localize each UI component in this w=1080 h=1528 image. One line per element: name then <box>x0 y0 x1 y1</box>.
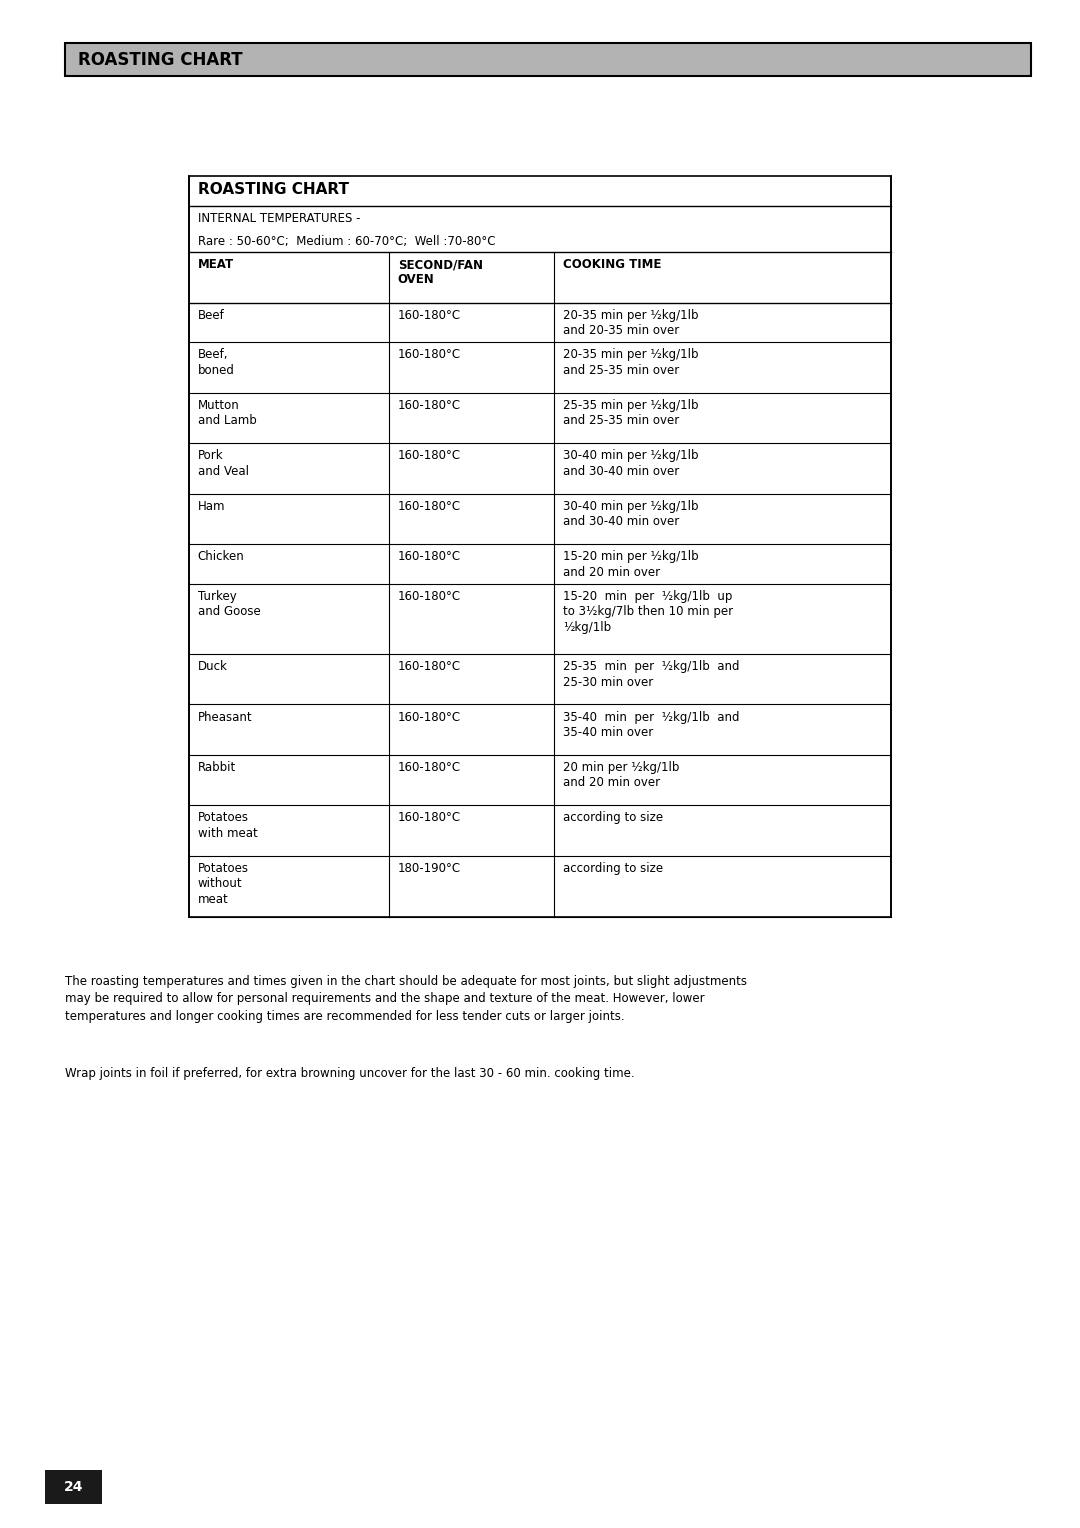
Text: 30-40 min per ½kg/1lb
and 30-40 min over: 30-40 min per ½kg/1lb and 30-40 min over <box>563 500 698 529</box>
Text: according to size: according to size <box>563 862 663 876</box>
Text: 160-180°C: 160-180°C <box>397 711 461 724</box>
Text: ROASTING CHART: ROASTING CHART <box>78 50 242 69</box>
Text: 160-180°C: 160-180°C <box>397 348 461 362</box>
Text: 160-180°C: 160-180°C <box>397 500 461 513</box>
Text: 35-40  min  per  ½kg/1lb  and
35-40 min over: 35-40 min per ½kg/1lb and 35-40 min over <box>563 711 739 740</box>
Text: Beef: Beef <box>198 309 225 322</box>
Text: Wrap joints in foil if preferred, for extra browning uncover for the last 30 - 6: Wrap joints in foil if preferred, for ex… <box>65 1067 634 1080</box>
Text: Potatoes
with meat: Potatoes with meat <box>198 811 257 840</box>
Text: 160-180°C: 160-180°C <box>397 660 461 674</box>
Text: The roasting temperatures and times given in the chart should be adequate for mo: The roasting temperatures and times give… <box>65 975 746 1022</box>
Text: Beef,
boned: Beef, boned <box>198 348 234 377</box>
Text: Mutton
and Lamb: Mutton and Lamb <box>198 399 256 428</box>
Text: 160-180°C: 160-180°C <box>397 309 461 322</box>
Text: 15-20 min per ½kg/1lb
and 20 min over: 15-20 min per ½kg/1lb and 20 min over <box>563 550 699 579</box>
Text: MEAT: MEAT <box>198 258 233 272</box>
Text: 20 min per ½kg/1lb
and 20 min over: 20 min per ½kg/1lb and 20 min over <box>563 761 679 790</box>
Text: ROASTING CHART: ROASTING CHART <box>198 182 349 197</box>
Text: Pork
and Veal: Pork and Veal <box>198 449 248 478</box>
Text: 20-35 min per ½kg/1lb
and 25-35 min over: 20-35 min per ½kg/1lb and 25-35 min over <box>563 348 698 377</box>
FancyBboxPatch shape <box>45 1470 102 1504</box>
Text: Duck: Duck <box>198 660 228 674</box>
Text: Pheasant: Pheasant <box>198 711 253 724</box>
Text: 20-35 min per ½kg/1lb
and 20-35 min over: 20-35 min per ½kg/1lb and 20-35 min over <box>563 309 698 338</box>
Text: according to size: according to size <box>563 811 663 825</box>
Text: 160-180°C: 160-180°C <box>397 399 461 413</box>
Text: 25-35  min  per  ½kg/1lb  and
25-30 min over: 25-35 min per ½kg/1lb and 25-30 min over <box>563 660 739 689</box>
Text: 160-180°C: 160-180°C <box>397 811 461 825</box>
FancyBboxPatch shape <box>189 176 891 917</box>
Text: 30-40 min per ½kg/1lb
and 30-40 min over: 30-40 min per ½kg/1lb and 30-40 min over <box>563 449 698 478</box>
Text: 25-35 min per ½kg/1lb
and 25-35 min over: 25-35 min per ½kg/1lb and 25-35 min over <box>563 399 698 428</box>
Text: Turkey
and Goose: Turkey and Goose <box>198 590 260 619</box>
Text: 160-180°C: 160-180°C <box>397 590 461 604</box>
Text: INTERNAL TEMPERATURES -: INTERNAL TEMPERATURES - <box>198 212 360 226</box>
Text: 160-180°C: 160-180°C <box>397 449 461 463</box>
Text: COOKING TIME: COOKING TIME <box>563 258 661 272</box>
Text: Chicken: Chicken <box>198 550 244 564</box>
Text: Rare : 50-60°C;  Medium : 60-70°C;  Well :70-80°C: Rare : 50-60°C; Medium : 60-70°C; Well :… <box>198 235 495 249</box>
Text: 15-20  min  per  ½kg/1lb  up
to 3½kg/7lb then 10 min per
½kg/1lb: 15-20 min per ½kg/1lb up to 3½kg/7lb the… <box>563 590 733 634</box>
Text: SECOND/FAN
OVEN: SECOND/FAN OVEN <box>397 258 483 286</box>
Text: Potatoes
without
meat: Potatoes without meat <box>198 862 248 906</box>
Text: 24: 24 <box>64 1479 83 1494</box>
Text: 160-180°C: 160-180°C <box>397 550 461 564</box>
Text: Rabbit: Rabbit <box>198 761 235 775</box>
Text: 180-190°C: 180-190°C <box>397 862 461 876</box>
Text: 160-180°C: 160-180°C <box>397 761 461 775</box>
FancyBboxPatch shape <box>65 43 1031 76</box>
Text: Ham: Ham <box>198 500 225 513</box>
